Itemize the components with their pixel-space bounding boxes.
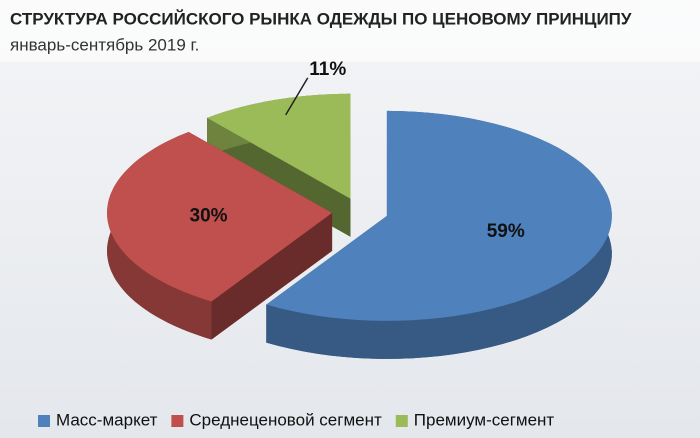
header-band [0, 0, 700, 62]
data-label: 11% [309, 59, 346, 80]
legend-label: Масс-маркет [56, 410, 158, 429]
slice-rim [266, 110, 612, 359]
legend-swatch [395, 415, 408, 427]
slice-top [207, 93, 351, 199]
leader-line [285, 77, 309, 116]
legend-label: Премиум-сегмент [414, 410, 555, 429]
data-label: 59% [487, 221, 525, 242]
chart-title: СТРУКТУРА РОССИЙСКОГО РЫНКА ОДЕЖДЫ ПО ЦЕ… [10, 9, 632, 28]
chart-subtitle: январь-сентябрь 2019 г. [10, 35, 199, 54]
legend-swatch [38, 415, 50, 427]
legend: Масс-маркет Среднеценовой сегмент Премиум-… [38, 410, 554, 429]
slice-top [266, 110, 612, 321]
pie: 59% 30% 11% [107, 59, 612, 359]
legend-swatch [171, 415, 184, 427]
slice [107, 132, 333, 340]
slice [266, 110, 612, 359]
slice-wall [211, 212, 333, 340]
legend-label: Среднеценовой сегмент [189, 410, 382, 429]
data-label: 30% [190, 206, 228, 227]
slice-top [107, 132, 333, 302]
